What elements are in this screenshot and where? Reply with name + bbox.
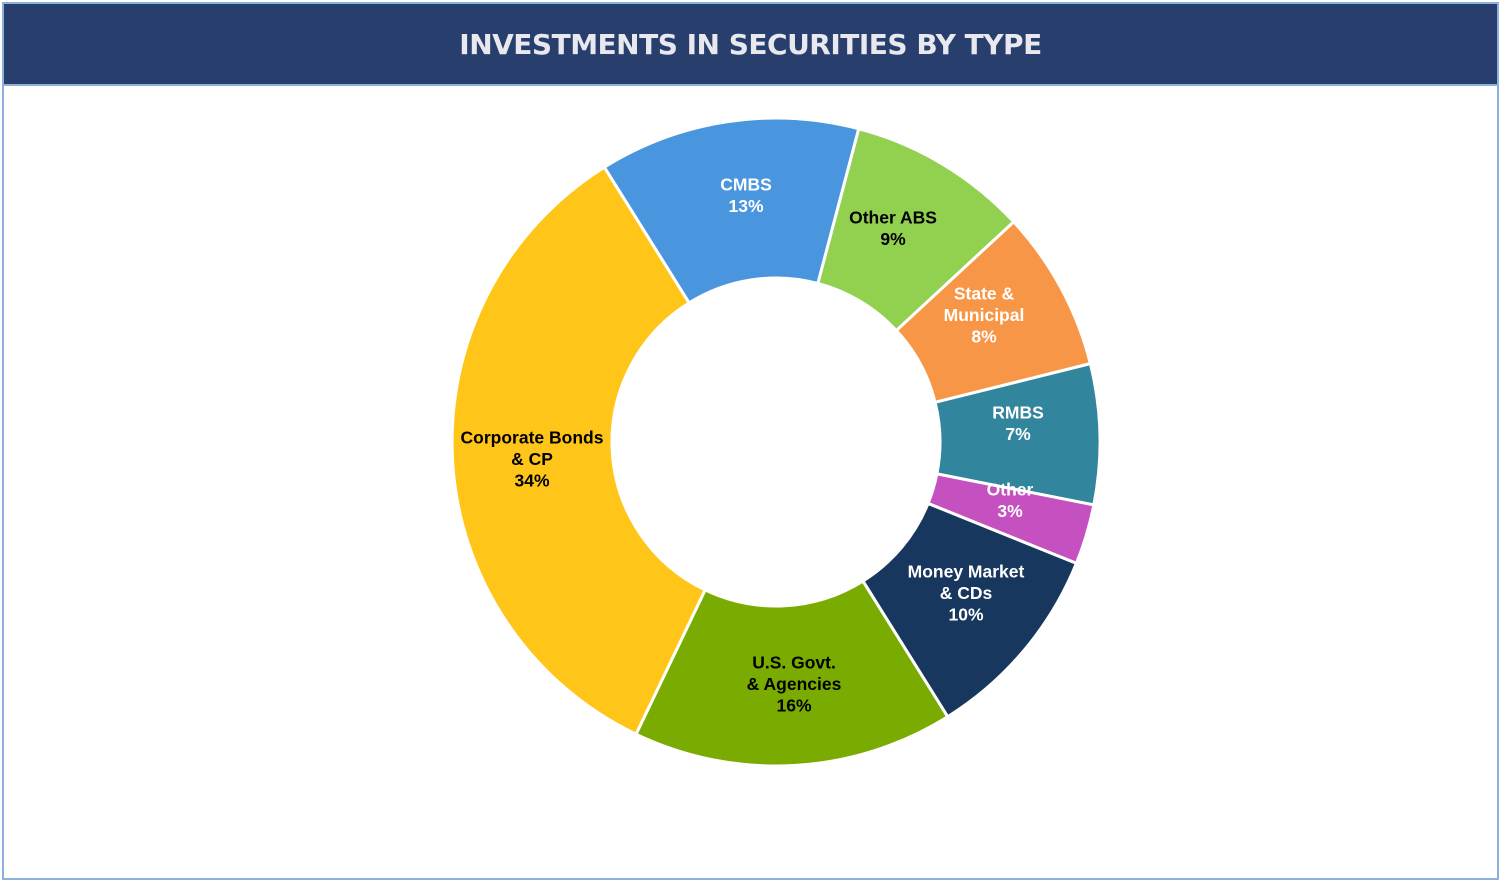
chart-title: INVESTMENTS IN SECURITIES BY TYPE — [459, 27, 1042, 61]
data-label-category: RMBS — [992, 402, 1044, 422]
data-label-value: 7% — [1005, 424, 1031, 444]
data-label-category: Other ABS — [849, 207, 937, 227]
data-label-value: 10% — [948, 605, 983, 625]
data-label-value: 16% — [776, 696, 811, 716]
data-label: Other ABS 9% — [849, 207, 937, 249]
data-label: Money Market & CDs 10% — [908, 562, 1025, 625]
data-label-category: Corporate Bonds — [461, 428, 604, 448]
data-label: Corporate Bonds & CP 34% — [461, 428, 604, 491]
chart-header: INVESTMENTS IN SECURITIES BY TYPE — [4, 4, 1497, 86]
data-label-value: 8% — [971, 327, 997, 347]
data-label: RMBS 7% — [992, 402, 1044, 444]
data-label-category: & CP — [511, 449, 553, 469]
data-label-value: 34% — [514, 471, 549, 491]
data-label-value: 3% — [997, 501, 1023, 521]
data-label-category: & CDs — [940, 583, 993, 603]
data-label-category: Money Market — [908, 562, 1025, 582]
data-label-category: & Agencies — [747, 674, 842, 694]
data-label: U.S. Govt. & Agencies 16% — [747, 653, 842, 716]
data-label-category: CMBS — [720, 174, 772, 194]
donut-slice-corporate-bonds-cp — [450, 165, 708, 737]
data-label: State & Municipal 8% — [944, 284, 1025, 347]
data-label-category: Other — [987, 479, 1034, 499]
data-label: Other 3% — [987, 479, 1034, 521]
donut-slice-u-s-govt-agencies — [634, 579, 950, 768]
data-label-value: 13% — [728, 196, 763, 216]
data-label-category: State & — [954, 284, 1015, 304]
data-label-value: 9% — [880, 229, 906, 249]
donut-slice-cmbs — [602, 116, 861, 305]
data-label: CMBS 13% — [720, 174, 772, 216]
data-label-category: U.S. Govt. — [752, 653, 836, 673]
data-label-category: Municipal — [944, 305, 1025, 325]
